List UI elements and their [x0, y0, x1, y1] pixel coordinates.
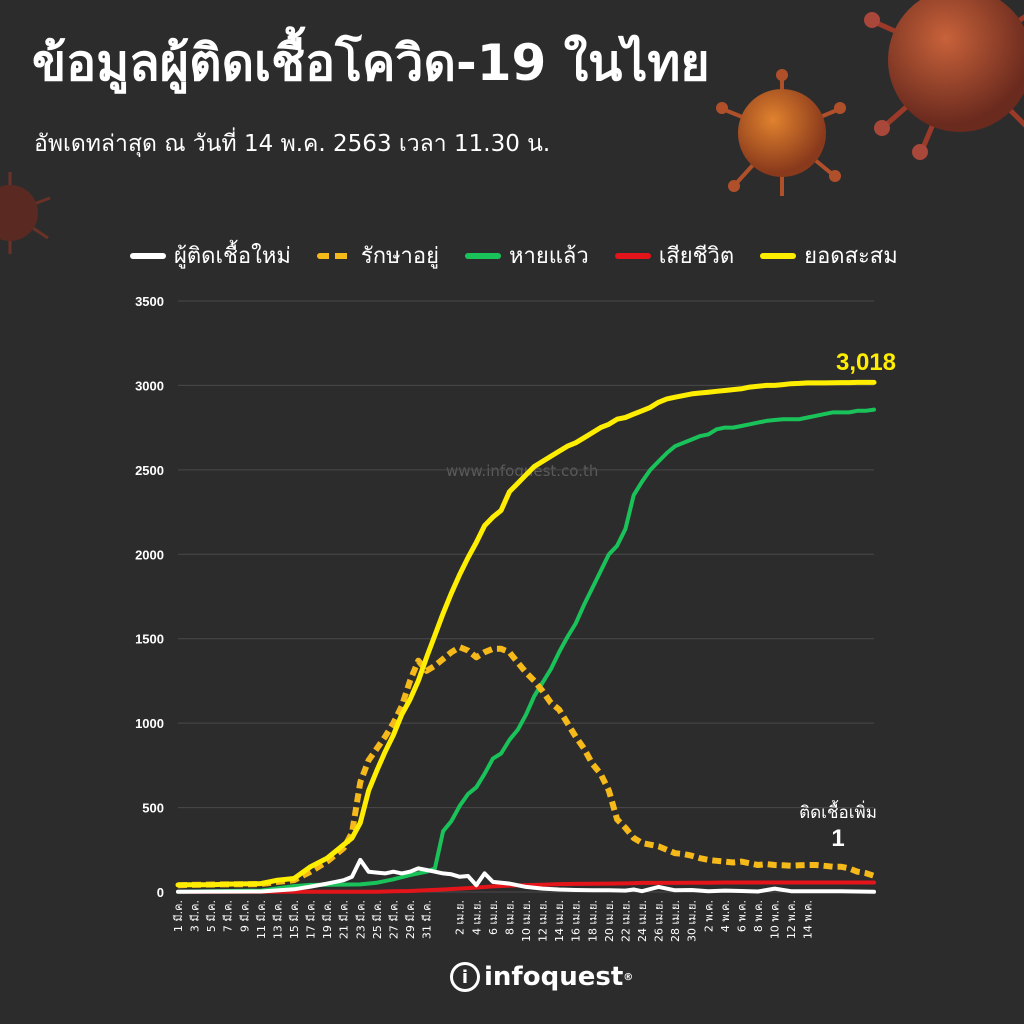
x-tick-label: 10 เม.ย. [520, 900, 533, 942]
series-line-active [177, 644, 875, 889]
info-logo-icon: i [450, 962, 480, 992]
legend-label-deaths: เสียชีวิต [658, 244, 735, 269]
x-tick-label: 14 พ.ค. [802, 900, 815, 939]
brand-name: infoquest [484, 962, 624, 992]
new-cases-caption: ติดเชื้อเพิ่ม [799, 800, 877, 823]
x-tick-label: 6 เม.ย. [487, 900, 500, 935]
new-cases-value: 1 [831, 825, 844, 852]
registered-mark: ® [623, 971, 634, 983]
x-tick-label: 27 มี.ค. [387, 900, 400, 939]
x-tick-label: 19 มี.ค. [321, 900, 334, 939]
y-tick-label: 3000 [135, 378, 164, 393]
x-tick-label: 26 เม.ย. [653, 900, 666, 942]
y-tick-label: 2000 [135, 547, 164, 562]
y-tick-label: 0 [157, 885, 164, 900]
y-tick-label: 3500 [135, 294, 164, 309]
virus-illustration-large [864, 0, 1024, 160]
virus-illustration-medium [716, 69, 846, 196]
legend-swatch-recovered [464, 252, 501, 259]
x-tick-label: 28 เม.ย. [669, 900, 682, 942]
x-tick-label: 15 มี.ค. [288, 900, 301, 939]
legend-item-deaths: เสียชีวิต [614, 238, 735, 273]
x-tick-label: 7 มี.ค. [222, 900, 235, 932]
page-title: ข้อมูลผู้ติดเชื้อโควิด-19 ในไทย [32, 34, 710, 92]
legend-item-new-cases: ผู้ติดเชื้อใหม่ [130, 238, 291, 273]
x-tick-label: 1 มี.ค. [172, 900, 185, 932]
x-tick-label: 18 เม.ย. [586, 900, 599, 942]
legend-item-recovered: หายแล้ว [464, 238, 589, 273]
series-line-recovered [176, 407, 876, 894]
y-tick-label: 500 [142, 801, 164, 816]
legend-item-active: รักษาอยู่ [316, 238, 439, 273]
y-tick-label: 1000 [135, 716, 164, 731]
series-line-deaths [176, 880, 876, 894]
legend-label-recovered: หายแล้ว [508, 244, 589, 269]
series-line-new-cases [176, 857, 876, 894]
x-tick-label: 14 เม.ย. [553, 900, 566, 942]
legend-label-cumulative: ยอดสะสม [804, 244, 898, 269]
x-tick-label: 2 พ.ค. [702, 900, 715, 932]
watermark: www.infoquest.co.th [446, 462, 599, 480]
x-tick-label: 10 พ.ค. [769, 900, 782, 939]
x-tick-label: 16 เม.ย. [570, 900, 583, 942]
x-tick-label: 12 พ.ค. [785, 900, 798, 939]
x-tick-label: 9 มี.ค. [238, 900, 251, 932]
x-tick-label: 25 มี.ค. [371, 900, 384, 939]
y-tick-label: 2500 [135, 463, 164, 478]
x-tick-label: 22 เม.ย. [619, 900, 632, 942]
x-tick-label: 20 เม.ย. [603, 900, 616, 942]
y-tick-label: 1500 [135, 632, 164, 647]
update-timestamp: อัพเดทล่าสุด ณ วันที่ 14 พ.ค. 2563 เวลา … [34, 131, 551, 157]
legend-swatch-active [316, 252, 353, 259]
x-tick-label: 13 มี.ค. [271, 900, 284, 939]
x-tick-label: 8 เม.ย. [503, 900, 516, 935]
series-line-cumulative [175, 379, 877, 888]
cumulative-total-label: 3,018 [836, 349, 896, 376]
x-tick-label: 21 มี.ค. [338, 900, 351, 939]
chart-legend: ผู้ติดเชื้อใหม่ รักษาอยู่ หายแล้ว เสียชี… [130, 238, 924, 273]
x-tick-label: 30 เม.ย. [686, 900, 699, 942]
brand-logo: i infoquest ® [450, 962, 633, 992]
x-tick-label: 11 มี.ค. [255, 900, 268, 939]
x-tick-label: 31 มี.ค. [421, 900, 434, 939]
x-tick-label: 2 เม.ย. [454, 900, 467, 935]
legend-swatch-deaths [614, 252, 651, 259]
legend-swatch-cumulative [760, 252, 797, 259]
x-tick-label: 8 พ.ค. [752, 900, 765, 932]
x-tick-label: 23 มี.ค. [354, 900, 367, 939]
legend-label-active: รักษาอยู่ [360, 244, 439, 269]
x-tick-label: 4 พ.ค. [719, 900, 732, 932]
legend-swatch-new-cases [130, 252, 166, 259]
legend-label-new-cases: ผู้ติดเชื้อใหม่ [174, 244, 291, 269]
x-tick-label: 3 มี.ค. [189, 900, 202, 932]
legend-item-cumulative: ยอดสะสม [760, 238, 898, 273]
x-tick-label: 24 เม.ย. [636, 900, 649, 942]
x-tick-label: 6 พ.ค. [735, 900, 748, 932]
x-tick-label: 5 มี.ค. [205, 900, 218, 932]
virus-illustration-small [0, 172, 51, 254]
x-tick-label: 12 เม.ย. [537, 900, 550, 942]
x-tick-label: 17 มี.ค. [305, 900, 318, 939]
x-tick-label: 29 มี.ค. [404, 900, 417, 939]
x-tick-label: 4 เม.ย. [470, 900, 483, 935]
